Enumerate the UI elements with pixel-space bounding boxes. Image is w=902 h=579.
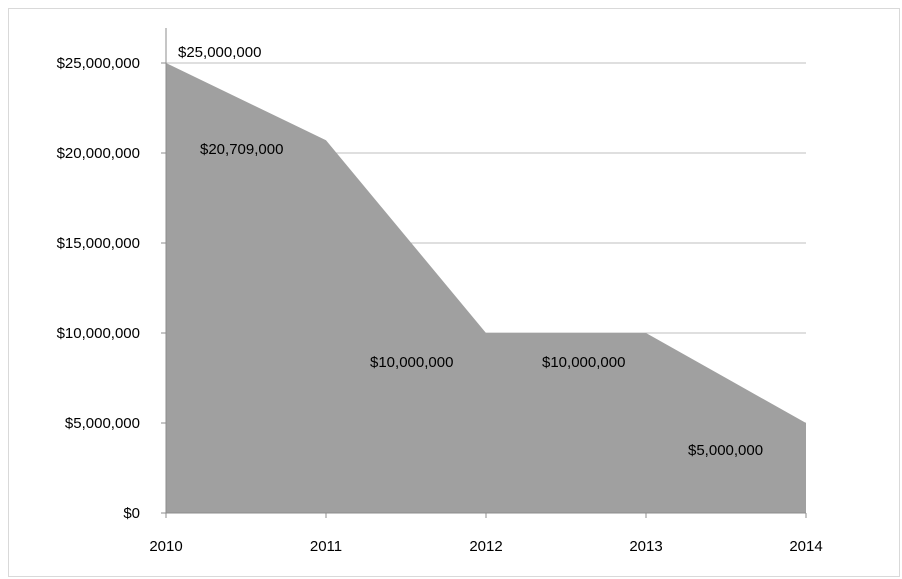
y-tick-label: $20,000,000 — [57, 145, 140, 162]
x-tick-label: 2013 — [629, 538, 662, 555]
x-axis-tick-labels: 2010 2011 2012 2013 2014 — [149, 538, 822, 555]
data-label: $5,000,000 — [688, 442, 763, 459]
data-labels: $25,000,000 $20,709,000 $10,000,000 $10,… — [178, 44, 763, 459]
axes — [161, 28, 807, 518]
x-tick-label: 2010 — [149, 538, 182, 555]
data-label: $20,709,000 — [200, 141, 283, 158]
x-tick-label: 2014 — [789, 538, 822, 555]
x-tick-label: 2011 — [310, 538, 342, 555]
x-tick-label: 2012 — [469, 538, 502, 555]
y-axis-tick-labels: $0 $5,000,000 $10,000,000 $15,000,000 $2… — [57, 55, 140, 522]
y-tick-label: $5,000,000 — [65, 415, 140, 432]
area-series — [166, 63, 806, 513]
y-tick-label: $25,000,000 — [57, 55, 140, 72]
y-tick-label: $0 — [123, 505, 140, 522]
y-tick-label: $15,000,000 — [57, 235, 140, 252]
y-tick-label: $10,000,000 — [57, 325, 140, 342]
data-label: $10,000,000 — [542, 354, 625, 371]
data-label: $10,000,000 — [370, 354, 453, 371]
data-label: $25,000,000 — [178, 44, 261, 61]
